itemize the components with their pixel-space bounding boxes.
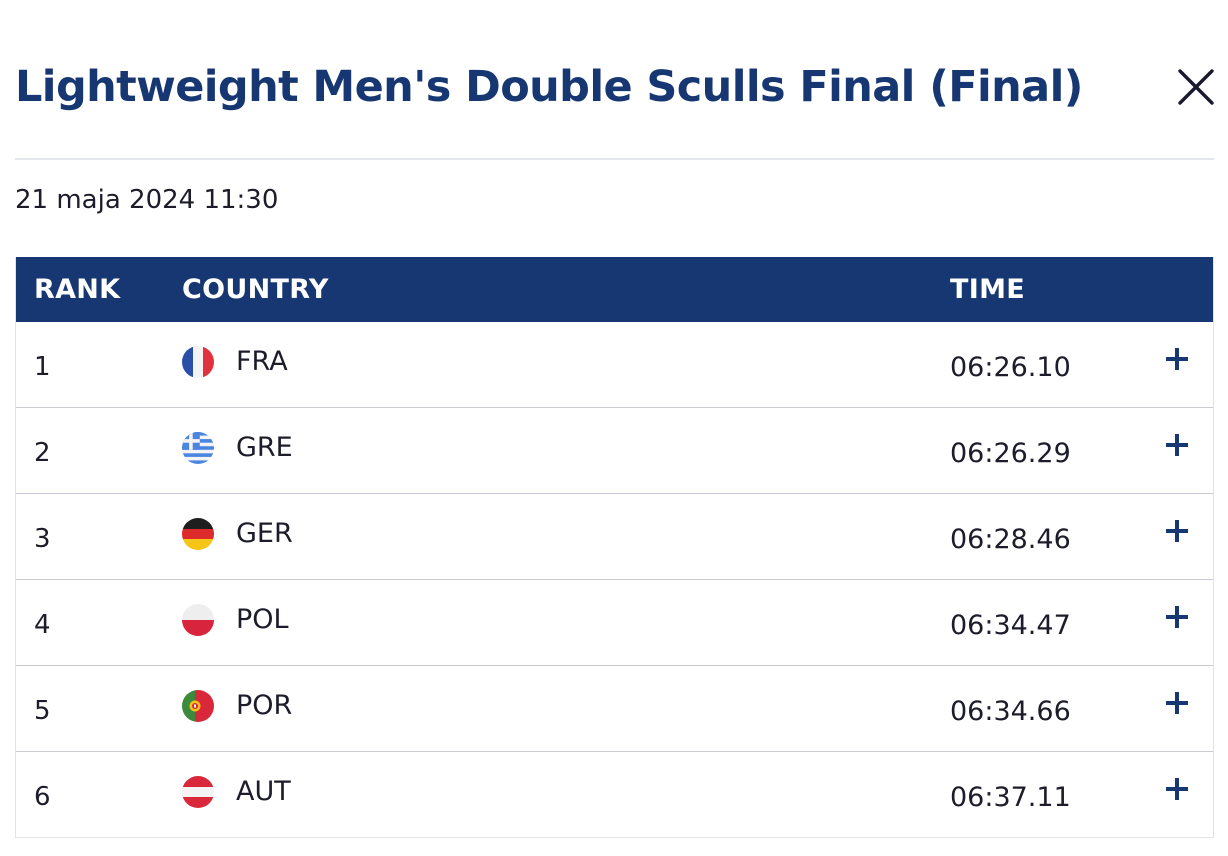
table-row: 3 GER 06:28.46 — [16, 494, 1213, 580]
time-cell: 06:34.66 — [950, 696, 1071, 727]
country-code: POR — [236, 690, 293, 721]
expand-button[interactable] — [1164, 432, 1190, 458]
column-header-country: COUNTRY — [182, 274, 329, 305]
rank-cell: 6 — [34, 782, 51, 812]
plus-icon — [1166, 348, 1188, 370]
table-row: 5 POR 06:34.66 — [16, 666, 1213, 752]
expand-button[interactable] — [1164, 518, 1190, 544]
plus-icon — [1166, 692, 1188, 714]
header-divider — [15, 158, 1214, 160]
country-code: GER — [236, 518, 293, 549]
time-cell: 06:28.46 — [950, 524, 1071, 555]
plus-icon — [1166, 434, 1188, 456]
rank-cell: 1 — [34, 352, 51, 382]
results-table: RANK COUNTRY TIME 1 FRA 06:26.10 2 — [15, 257, 1214, 838]
rank-cell: 3 — [34, 524, 51, 554]
expand-button[interactable] — [1164, 690, 1190, 716]
poland-flag-icon — [182, 604, 214, 636]
austria-flag-icon — [182, 776, 214, 808]
time-cell: 06:26.10 — [950, 352, 1071, 383]
table-row: 4 POL 06:34.47 — [16, 580, 1213, 666]
close-button[interactable] — [1177, 68, 1215, 106]
plus-icon — [1166, 778, 1188, 800]
column-header-time: TIME — [950, 274, 1025, 305]
portugal-flag-icon — [182, 690, 214, 722]
close-icon — [1178, 69, 1214, 105]
column-header-rank: RANK — [34, 274, 121, 305]
table-header: RANK COUNTRY TIME — [16, 257, 1213, 322]
table-row: 1 FRA 06:26.10 — [16, 322, 1213, 408]
country-code: FRA — [236, 346, 288, 377]
france-flag-icon — [182, 346, 214, 378]
table-row: 2 GRE 06:26.29 — [16, 408, 1213, 494]
time-cell: 06:34.47 — [950, 610, 1071, 641]
page-title: Lightweight Men's Double Sculls Final (F… — [15, 62, 1083, 112]
plus-icon — [1166, 606, 1188, 628]
country-code: AUT — [236, 776, 291, 807]
plus-icon — [1166, 520, 1188, 542]
modal-header: Lightweight Men's Double Sculls Final (F… — [15, 58, 1215, 118]
rank-cell: 5 — [34, 696, 51, 726]
country-code: GRE — [236, 432, 293, 463]
expand-button[interactable] — [1164, 346, 1190, 372]
expand-button[interactable] — [1164, 776, 1190, 802]
rank-cell: 2 — [34, 438, 51, 468]
expand-button[interactable] — [1164, 604, 1190, 630]
time-cell: 06:37.11 — [950, 782, 1071, 813]
greece-flag-icon — [182, 432, 214, 464]
table-row: 6 AUT 06:37.11 — [16, 752, 1213, 837]
germany-flag-icon — [182, 518, 214, 550]
rank-cell: 4 — [34, 610, 51, 640]
time-cell: 06:26.29 — [950, 438, 1071, 469]
country-code: POL — [236, 604, 289, 635]
event-datetime: 21 maja 2024 11:30 — [15, 185, 279, 215]
